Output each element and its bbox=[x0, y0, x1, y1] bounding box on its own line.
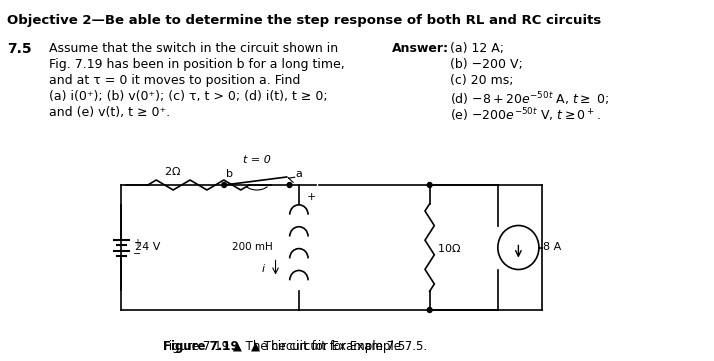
Text: 200 mH: 200 mH bbox=[232, 243, 273, 252]
Text: $i$: $i$ bbox=[261, 261, 266, 274]
Text: and (e) v(t), t ≥ 0⁺.: and (e) v(t), t ≥ 0⁺. bbox=[49, 106, 170, 119]
Circle shape bbox=[427, 183, 432, 187]
Text: (d) $-8 + 20e^{-50t}$ A, $t \geq$ 0;: (d) $-8 + 20e^{-50t}$ A, $t \geq$ 0; bbox=[451, 90, 610, 108]
Text: Answer:: Answer: bbox=[392, 42, 449, 55]
Text: Fig. 7.19 has been in position b for a long time,: Fig. 7.19 has been in position b for a l… bbox=[49, 58, 344, 71]
Text: ▲ The circuit for Example 7.5.: ▲ The circuit for Example 7.5. bbox=[251, 340, 428, 353]
Text: 8 A: 8 A bbox=[543, 243, 561, 252]
Text: (c) 20 ms;: (c) 20 ms; bbox=[451, 74, 513, 87]
Text: (a) 12 A;: (a) 12 A; bbox=[451, 42, 504, 55]
Text: +: + bbox=[133, 238, 141, 248]
Text: Assume that the switch in the circuit shown in: Assume that the switch in the circuit sh… bbox=[49, 42, 338, 55]
Text: Figure 7.19 ▲ The circuit for Example 7.5.: Figure 7.19 ▲ The circuit for Example 7.… bbox=[164, 340, 409, 353]
Text: −: − bbox=[133, 248, 141, 258]
Text: (a) i(0⁺); (b) v(0⁺); (c) τ, t > 0; (d) i(t), t ≥ 0;: (a) i(0⁺); (b) v(0⁺); (c) τ, t > 0; (d) … bbox=[49, 90, 327, 103]
Text: a: a bbox=[295, 169, 302, 179]
Circle shape bbox=[427, 308, 432, 313]
Text: (b) −200 V;: (b) −200 V; bbox=[451, 58, 523, 71]
Text: 24 V: 24 V bbox=[134, 243, 160, 252]
Text: $10\Omega$: $10\Omega$ bbox=[437, 242, 461, 253]
Circle shape bbox=[222, 183, 226, 187]
Text: 7.5: 7.5 bbox=[7, 42, 32, 56]
Text: t = 0: t = 0 bbox=[243, 155, 271, 165]
Text: (e) $-200e^{-50t}$ V, $t \geq 0^+$.: (e) $-200e^{-50t}$ V, $t \geq 0^+$. bbox=[451, 106, 601, 123]
Text: $2\Omega$: $2\Omega$ bbox=[164, 165, 181, 177]
Text: +: + bbox=[306, 192, 316, 202]
Text: Objective 2—Be able to determine the step response of both RL and RC circuits: Objective 2—Be able to determine the ste… bbox=[7, 14, 602, 27]
Circle shape bbox=[287, 183, 292, 187]
Text: b: b bbox=[226, 169, 233, 179]
Text: Figure 7.19: Figure 7.19 bbox=[164, 340, 243, 353]
Text: and at τ = 0 it moves to position a. Find: and at τ = 0 it moves to position a. Fin… bbox=[49, 74, 300, 87]
